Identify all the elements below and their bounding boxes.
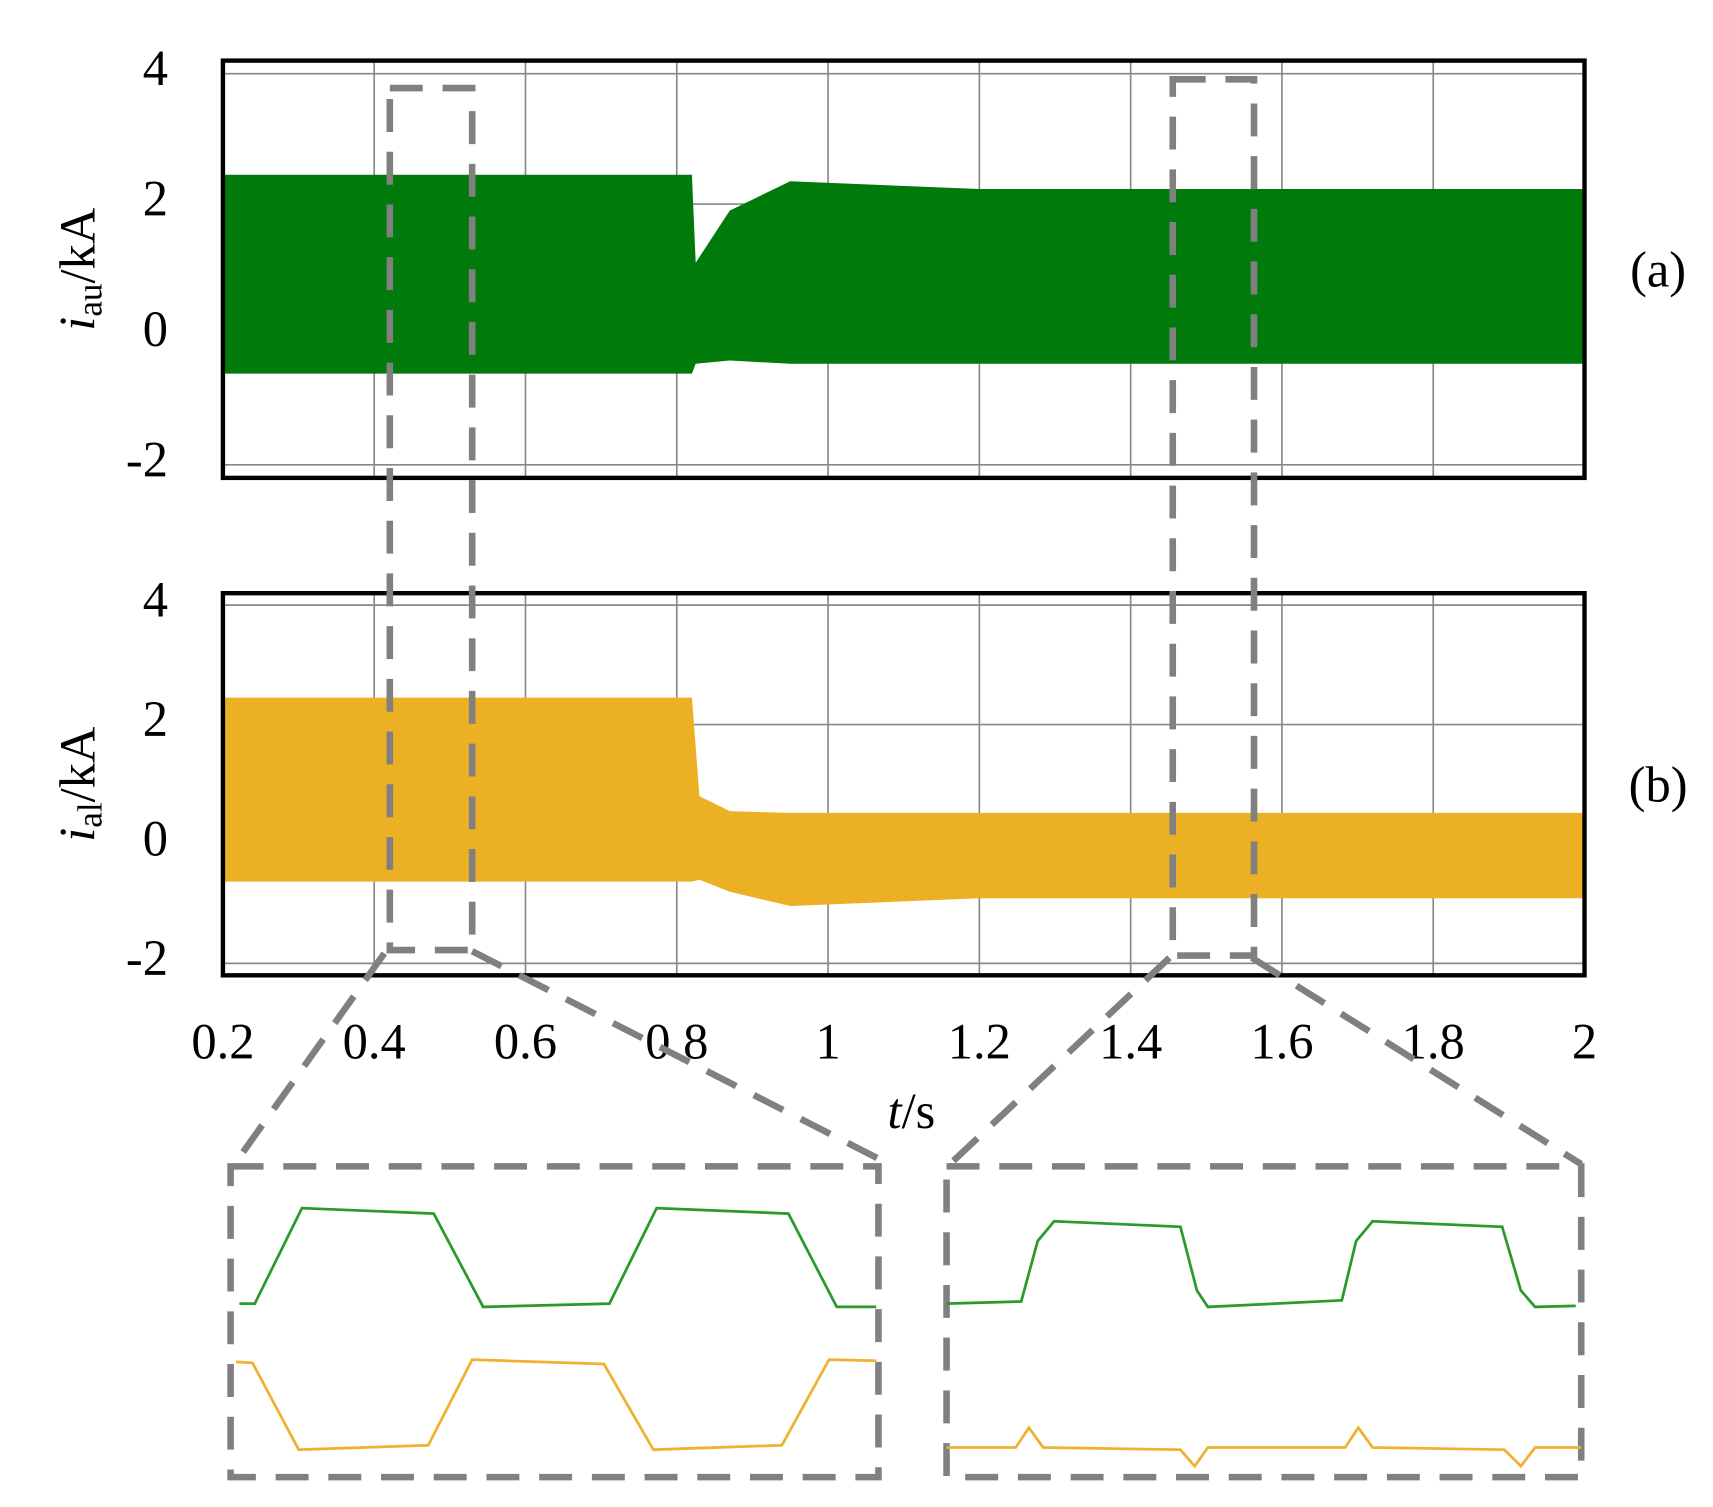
x-tick-label: 1.4 — [1099, 1013, 1162, 1069]
x-tick-label: 0.8 — [645, 1013, 708, 1069]
y-axis-label: iau/kA — [49, 207, 109, 330]
y-tick-label: 2 — [143, 171, 168, 227]
x-tick-label: 1.2 — [948, 1013, 1011, 1069]
inset-box — [227, 1163, 882, 1481]
plot-frame — [220, 58, 1587, 481]
y-label-unit: /kA — [49, 726, 105, 802]
x-axis-label: t/s — [888, 1082, 936, 1138]
x-tick-label: 0.4 — [343, 1013, 406, 1069]
zoom-box — [1169, 75, 1258, 959]
y-tick-label: 0 — [143, 811, 168, 867]
y-tick-label: 2 — [143, 691, 168, 747]
zoom-connector — [470, 948, 880, 1162]
panel-label: (b) — [1629, 756, 1688, 812]
y-tick-label: -2 — [126, 930, 168, 986]
x-tick-label: 1.6 — [1250, 1013, 1313, 1069]
y-label-symbol: i — [49, 317, 105, 331]
plot-frame — [220, 590, 1587, 978]
inset-box — [943, 1163, 1585, 1481]
inset-wave — [235, 1358, 877, 1452]
x-tick-label: 0.2 — [191, 1013, 254, 1069]
x-tick-label: 0.6 — [494, 1013, 557, 1069]
chart: -2 0 2 4 iau/kA (a) — [49, 40, 1686, 487]
y-tick-label: -2 — [126, 431, 168, 487]
y-tick-label: 4 — [143, 572, 168, 628]
y-label-subscript: au — [70, 284, 109, 317]
band — [222, 697, 1585, 907]
inset-wave — [946, 1219, 1576, 1309]
x-label-symbol: t — [888, 1082, 904, 1138]
x-label-unit: /s — [902, 1082, 936, 1138]
y-axis-label: ial/kA — [49, 726, 109, 842]
y-tick-label: 4 — [143, 40, 168, 96]
zoom-markers — [227, 75, 1585, 1481]
x-tick-label: 1 — [815, 1013, 840, 1069]
panel-label: (a) — [1630, 241, 1686, 297]
inset-wave — [946, 1425, 1582, 1469]
y-label-subscript: al — [70, 802, 109, 828]
y-label-unit: /kA — [49, 207, 105, 283]
inset-wave — [239, 1206, 877, 1309]
y-tick-label: 0 — [143, 301, 168, 357]
zoom-connector — [227, 951, 388, 1172]
zoom-connector — [1250, 954, 1583, 1167]
band — [222, 174, 1585, 374]
x-tick-label: 2 — [1572, 1013, 1597, 1069]
y-label-symbol: i — [49, 828, 105, 842]
